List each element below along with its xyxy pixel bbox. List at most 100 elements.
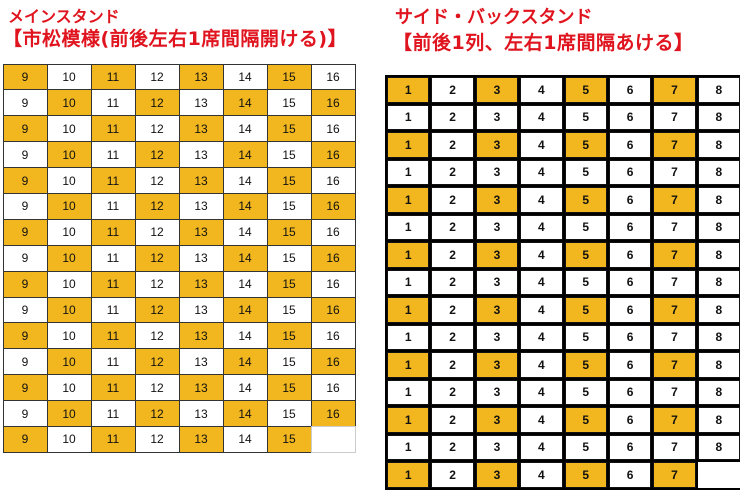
seat-cell-blocked: 6: [608, 462, 652, 488]
seat-cell-available: 1: [387, 297, 430, 323]
seat-cell-blocked: 2: [431, 379, 474, 405]
seat-cell-blocked: 13: [178, 296, 224, 324]
seat-cell-available: 14: [222, 141, 268, 169]
seat-cell-blocked: 16: [310, 115, 356, 143]
seat-cell-available: 11: [90, 374, 136, 402]
seat-cell-blocked: 2: [431, 297, 474, 323]
seat-cell-blocked: 1: [387, 379, 430, 405]
seat-cell-available: 11: [90, 115, 136, 143]
seat-cell-available: 14: [222, 296, 268, 324]
seat-cell-blocked: 11: [90, 192, 136, 220]
seat-cell-available: 12: [134, 400, 180, 427]
seat-cell-blocked: 12: [134, 63, 180, 91]
seat-cell-blocked: 11: [90, 244, 136, 272]
empty-cell: [310, 425, 356, 453]
seat-cell-blocked: 6: [608, 352, 652, 378]
seat-cell-blocked: 15: [266, 192, 312, 220]
seat-cell-blocked: 3: [475, 159, 519, 185]
seat-cell-available: 16: [310, 348, 356, 376]
seat-cell-blocked: 12: [134, 270, 180, 298]
seat-cell-blocked: 6: [608, 187, 652, 213]
seat-cell-blocked: 4: [520, 379, 563, 405]
seat-cell-blocked: 8: [697, 242, 740, 268]
seat-cell-blocked: 15: [266, 348, 312, 376]
seat-cell-available: 12: [134, 348, 180, 376]
seat-cell-available: 1: [387, 77, 430, 103]
seat-cell-blocked: 10: [46, 322, 92, 350]
seat-cell-available: 15: [266, 374, 312, 402]
seat-cell-blocked: 6: [608, 77, 652, 103]
seat-cell-blocked: 9: [2, 348, 48, 376]
seat-cell-available: 13: [178, 218, 224, 246]
seat-cell-available: 5: [564, 242, 607, 268]
seat-cell-available: 9: [2, 425, 48, 453]
seat-cell-blocked: 4: [520, 159, 563, 185]
seat-cell-available: 16: [310, 296, 356, 324]
seat-cell-blocked: 2: [431, 159, 474, 185]
seat-cell-blocked: 6: [608, 434, 652, 460]
seat-cell-blocked: 12: [134, 218, 180, 246]
seat-cell-available: 12: [134, 192, 180, 220]
seat-cell-blocked: 9: [2, 89, 48, 117]
seat-cell-available: 11: [90, 218, 136, 246]
seat-cell-available: 14: [222, 192, 268, 220]
seat-cell-available: 1: [387, 132, 430, 158]
seat-cell-blocked: 15: [266, 141, 312, 169]
seat-cell-blocked: 14: [222, 270, 268, 298]
seat-cell-blocked: 2: [431, 104, 474, 130]
seat-cell-blocked: 1: [387, 324, 430, 350]
seat-cell-available: 12: [134, 244, 180, 272]
main-stand-seat-grid: 9 10 11 12 13 14 15 16 9 10 11 12 13 14 15 16 9 10 11 12 13 1…: [2, 63, 356, 453]
seat-cell-blocked: 4: [520, 104, 563, 130]
seat-cell-blocked: 8: [697, 379, 740, 405]
seat-cell-blocked: 15: [266, 296, 312, 324]
seat-cell-blocked: 3: [475, 269, 519, 295]
seat-cell-available: 3: [475, 352, 519, 378]
seat-cell-blocked: 10: [46, 167, 92, 194]
seat-cell-available: 10: [46, 141, 92, 169]
seat-cell-blocked: 2: [431, 214, 474, 240]
seat-cell-available: 10: [46, 296, 92, 324]
seat-cell-blocked: 6: [608, 242, 652, 268]
side-back-stand-subtitle: 【前後1列、左右1席間隔あける】: [393, 32, 694, 54]
seat-cell-available: 3: [475, 77, 519, 103]
seat-cell-available: 11: [90, 63, 136, 91]
seat-cell-available: 16: [310, 244, 356, 272]
seat-cell-blocked: 3: [475, 434, 519, 460]
seat-cell-blocked: 2: [431, 269, 474, 295]
seat-cell-blocked: 7: [653, 104, 696, 130]
seat-cell-blocked: 8: [697, 187, 740, 213]
seat-cell-blocked: 13: [178, 348, 224, 376]
seat-cell-blocked: 14: [222, 115, 268, 143]
seat-cell-blocked: 16: [310, 322, 356, 350]
seat-cell-blocked: 12: [134, 322, 180, 350]
seat-cell-blocked: 4: [520, 434, 563, 460]
seat-cell-available: 9: [2, 115, 48, 143]
seat-cell-blocked: 9: [2, 192, 48, 220]
seat-cell-blocked: 4: [520, 269, 563, 295]
seat-cell-blocked: 5: [564, 324, 607, 350]
seat-cell-blocked: 2: [431, 132, 474, 158]
seat-cell-blocked: 9: [2, 400, 48, 427]
seat-cell-available: 13: [178, 167, 224, 194]
seat-cell-blocked: 8: [697, 407, 740, 433]
seat-cell-blocked: 14: [222, 63, 268, 91]
seat-cell-available: 15: [266, 218, 312, 246]
seat-cell-blocked: 7: [653, 434, 696, 460]
seat-cell-blocked: 4: [520, 214, 563, 240]
empty-cell: [697, 462, 740, 488]
seat-cell-blocked: 12: [134, 167, 180, 194]
seat-cell-blocked: 13: [178, 244, 224, 272]
seat-cell-blocked: 3: [475, 214, 519, 240]
seat-cell-blocked: 4: [520, 407, 563, 433]
seat-cell-blocked: 14: [222, 167, 268, 194]
seat-cell-blocked: 7: [653, 214, 696, 240]
seat-cell-blocked: 12: [134, 425, 180, 453]
seat-cell-blocked: 10: [46, 270, 92, 298]
seat-cell-available: 9: [2, 374, 48, 402]
seat-cell-available: 13: [178, 63, 224, 91]
seat-cell-available: 11: [90, 270, 136, 298]
seat-cell-available: 5: [564, 462, 607, 488]
seat-cell-blocked: 14: [222, 425, 268, 453]
seat-cell-blocked: 5: [564, 104, 607, 130]
